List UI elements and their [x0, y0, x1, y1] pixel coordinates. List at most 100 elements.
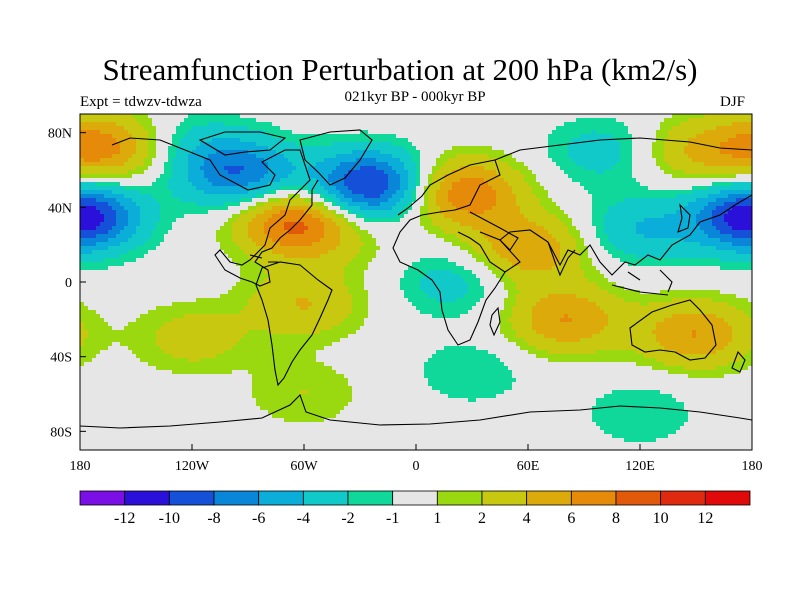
- field-cell: [224, 202, 241, 207]
- field-cell: [436, 158, 449, 163]
- field-cell: [264, 194, 289, 199]
- field-cell: [676, 194, 709, 199]
- field-cell: [596, 422, 685, 427]
- field-cell: [420, 222, 433, 227]
- field-cell: [84, 338, 157, 343]
- field-cell: [336, 222, 349, 227]
- field-cell: [188, 358, 201, 363]
- field-cell: [632, 162, 657, 167]
- field-cell: [600, 270, 752, 275]
- field-cell: [340, 226, 353, 231]
- field-cell: [80, 386, 253, 391]
- field-cell: [412, 142, 549, 147]
- field-cell: [148, 362, 325, 367]
- field-cell: [496, 266, 521, 271]
- field-cell: [168, 158, 173, 163]
- field-cell: [632, 142, 653, 147]
- field-cell: [516, 330, 537, 335]
- field-cell: [392, 206, 405, 211]
- field-cell: [360, 226, 425, 231]
- field-cell: [308, 166, 337, 171]
- field-cell: [172, 190, 205, 195]
- field-cell: [596, 226, 605, 231]
- field-cell: [696, 214, 713, 219]
- field-cell: [120, 202, 137, 207]
- field-cell: [592, 214, 605, 219]
- field-cell: [100, 210, 117, 215]
- field-cell: [652, 150, 665, 155]
- field-cell: [556, 238, 577, 243]
- field-cell: [140, 206, 161, 211]
- field-cell: [436, 190, 449, 195]
- field-cell: [232, 370, 249, 375]
- field-cell: [188, 166, 201, 171]
- field-cell: [428, 198, 437, 203]
- field-cell: [476, 346, 521, 351]
- field-cell: [712, 210, 729, 215]
- field-cell: [80, 346, 109, 351]
- field-cell: [356, 214, 365, 219]
- field-cell: [504, 334, 517, 339]
- field-cell: [140, 222, 157, 227]
- field-cell: [684, 406, 752, 411]
- field-cell: [696, 222, 713, 227]
- field-cell: [140, 358, 189, 363]
- field-cell: [592, 218, 605, 223]
- field-cell: [676, 350, 717, 355]
- coast-greenland: [299, 129, 373, 186]
- colorbar-label: 4: [523, 510, 531, 527]
- field-cell: [520, 266, 553, 271]
- field-cell: [172, 170, 189, 175]
- field-cell: [672, 166, 752, 171]
- field-cell: [424, 290, 469, 295]
- field-cell: [80, 330, 89, 335]
- field-cell: [692, 330, 697, 335]
- field-cell: [136, 118, 153, 123]
- field-cell: [80, 426, 601, 431]
- field-cell: [532, 306, 601, 311]
- field-cell: [80, 334, 89, 339]
- field-cell: [596, 402, 685, 407]
- coast-new-zealand: [731, 350, 746, 373]
- field-cell: [80, 326, 85, 331]
- field-cell: [616, 162, 633, 167]
- field-cell: [156, 226, 173, 231]
- field-cell: [420, 150, 445, 155]
- field-cell: [460, 246, 473, 251]
- field-cell: [156, 246, 221, 251]
- field-cell: [248, 370, 337, 375]
- field-cell: [580, 262, 593, 267]
- field-cell: [344, 174, 389, 179]
- field-cell: [180, 138, 213, 143]
- field-cell: [732, 334, 752, 339]
- field-cell: [328, 250, 361, 255]
- field-cell: [720, 258, 752, 263]
- field-cell: [288, 230, 305, 235]
- field-cell: [388, 174, 401, 179]
- field-cell: [280, 186, 309, 191]
- field-cell: [504, 302, 517, 307]
- field-cell: [328, 178, 345, 183]
- field-cell: [632, 170, 665, 175]
- field-cell: [552, 158, 573, 163]
- field-cell: [644, 234, 709, 239]
- coast-north-america: [111, 137, 319, 287]
- field-cell: [468, 290, 485, 295]
- field-cell: [528, 218, 561, 223]
- field-cell: [316, 202, 325, 207]
- field-cell: [188, 170, 205, 175]
- colorbar-swatch: [258, 490, 304, 506]
- field-cell: [124, 162, 145, 167]
- coast-antarctica: [80, 393, 752, 429]
- field-cell: [688, 374, 725, 379]
- field-cell: [496, 202, 517, 207]
- colorbar-swatch: [436, 490, 483, 506]
- field-cell: [156, 306, 245, 311]
- field-cell: [236, 218, 253, 223]
- field-cell: [684, 170, 752, 175]
- field-cell: [536, 330, 601, 335]
- field-cell: [128, 170, 145, 175]
- field-cell: [80, 418, 285, 423]
- field-cell: [108, 246, 137, 251]
- field-cell: [684, 422, 752, 427]
